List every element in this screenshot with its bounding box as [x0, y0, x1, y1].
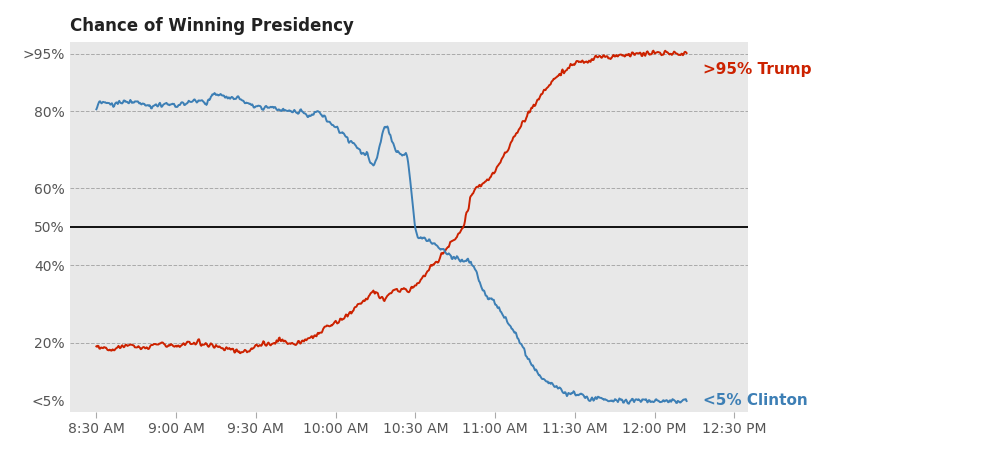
Text: <5% Clinton: <5% Clinton — [703, 393, 808, 408]
Text: >95% Trump: >95% Trump — [703, 62, 811, 77]
Text: Chance of Winning Presidency: Chance of Winning Presidency — [70, 17, 354, 35]
